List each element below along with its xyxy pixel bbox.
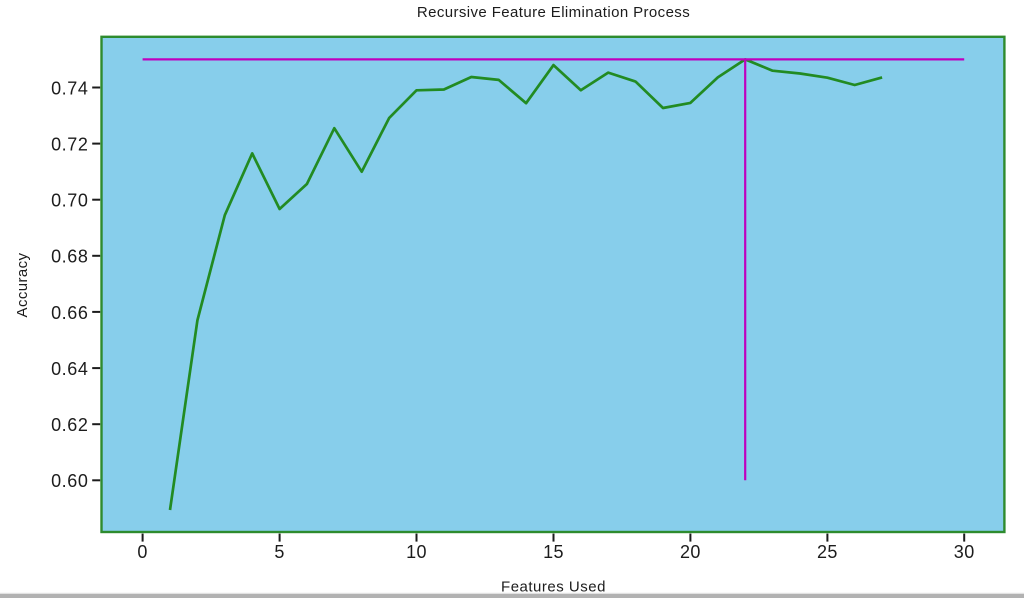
svg-text:0.62: 0.62 — [51, 415, 88, 435]
svg-text:Features Used: Features Used — [501, 579, 606, 596]
svg-text:10: 10 — [406, 542, 427, 562]
svg-text:Recursive Feature Elimination: Recursive Feature Elimination Process — [417, 4, 690, 21]
svg-text:0.64: 0.64 — [51, 359, 88, 379]
svg-text:0.68: 0.68 — [51, 247, 88, 267]
svg-text:15: 15 — [543, 542, 564, 562]
svg-text:0.66: 0.66 — [51, 303, 88, 323]
svg-text:0.60: 0.60 — [51, 471, 88, 491]
svg-text:0.72: 0.72 — [51, 135, 88, 155]
svg-text:30: 30 — [954, 542, 975, 562]
svg-text:20: 20 — [680, 542, 701, 562]
svg-text:5: 5 — [274, 542, 284, 562]
svg-text:0.74: 0.74 — [51, 78, 88, 98]
svg-text:25: 25 — [817, 542, 838, 562]
svg-text:Accuracy: Accuracy — [14, 252, 31, 317]
svg-text:0.70: 0.70 — [51, 191, 88, 211]
svg-text:0: 0 — [137, 542, 147, 562]
